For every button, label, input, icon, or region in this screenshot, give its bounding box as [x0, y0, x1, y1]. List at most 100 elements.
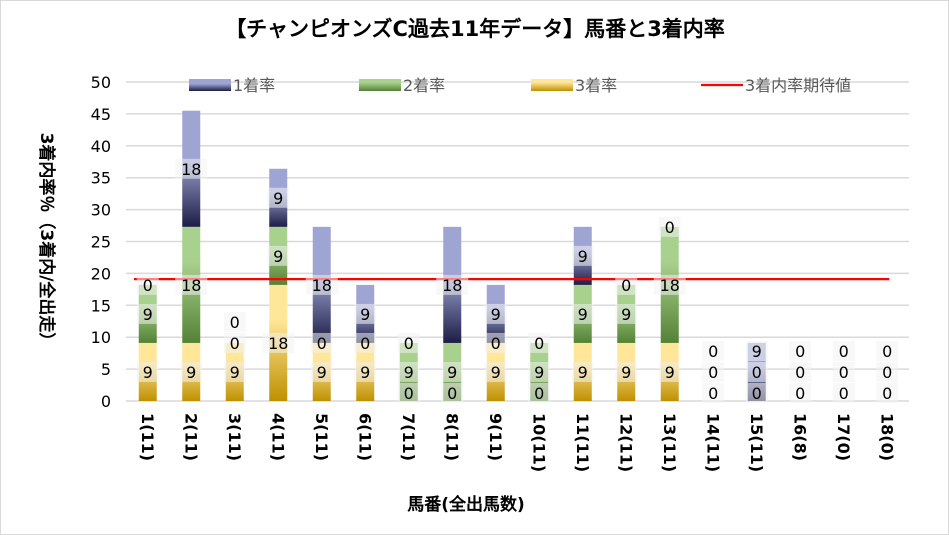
data-label-bg: [615, 303, 638, 324]
data-label: 9: [273, 247, 283, 266]
x-tick-label: 8(11): [442, 413, 461, 461]
data-label: 9: [491, 305, 501, 324]
data-label: 18: [268, 334, 288, 353]
data-label-bg: [789, 383, 812, 403]
legend-label: 1着率: [233, 76, 275, 95]
data-label: 0: [447, 384, 457, 403]
data-label-bg: [658, 361, 681, 382]
data-label: 9: [752, 342, 762, 361]
data-label: 0: [708, 384, 718, 403]
x-tick-label: 1(11): [138, 413, 157, 461]
data-label-bg: [223, 332, 246, 353]
x-tick-label: 9(11): [486, 413, 505, 461]
y-tick-label: 35: [91, 169, 111, 188]
data-label: 9: [317, 363, 327, 382]
data-label: 0: [143, 276, 153, 295]
data-label-bg: [702, 341, 725, 361]
data-label-bg: [223, 361, 246, 382]
data-label-bg: [615, 274, 638, 295]
data-label: 0: [839, 384, 849, 403]
data-label: 0: [317, 334, 327, 353]
data-label: 0: [795, 384, 805, 403]
data-label: 9: [447, 363, 457, 382]
data-label: 9: [143, 363, 153, 382]
x-tick-label: 17(0): [834, 413, 853, 461]
data-label-bg: [397, 361, 420, 382]
data-label: 0: [839, 342, 849, 361]
data-label-bg: [615, 361, 638, 382]
data-label-bg: [397, 332, 420, 353]
data-label-bg: [876, 362, 899, 382]
x-tick-label: 14(11): [703, 413, 722, 472]
data-label: 0: [752, 384, 762, 403]
data-label: 0: [882, 363, 892, 382]
data-label: 0: [404, 334, 414, 353]
x-tick-label: 12(11): [616, 413, 635, 472]
data-label-bg: [310, 361, 333, 382]
data-label-bg: [832, 362, 855, 382]
data-label-bg: [528, 332, 551, 353]
data-label-bg: [262, 332, 295, 353]
data-label-bg: [745, 383, 768, 403]
data-label: 0: [404, 384, 414, 403]
data-label-bg: [310, 332, 333, 353]
data-label: 0: [708, 363, 718, 382]
data-label-bg: [571, 361, 594, 382]
data-label-bg: [702, 383, 725, 403]
data-label: 0: [534, 384, 544, 403]
legend-swatch: [359, 79, 401, 91]
legend-swatch: [531, 79, 573, 91]
data-label: 0: [795, 342, 805, 361]
y-tick-label: 50: [91, 73, 111, 92]
x-tick-label: 16(8): [790, 413, 809, 461]
data-label: 0: [621, 276, 631, 295]
data-label: 0: [491, 334, 501, 353]
data-label-bg: [745, 362, 768, 382]
data-label: 0: [795, 363, 805, 382]
data-label-bg: [484, 361, 507, 382]
data-label-bg: [175, 158, 208, 179]
data-label: 9: [578, 247, 588, 266]
x-tick-label: 7(11): [399, 413, 418, 461]
x-tick-label: 4(11): [268, 413, 287, 461]
data-label-bg: [702, 362, 725, 382]
data-label: 0: [534, 334, 544, 353]
y-tick-label: 25: [91, 233, 111, 252]
y-tick-label: 30: [91, 201, 111, 220]
data-label: 0: [839, 363, 849, 382]
data-label: 0: [360, 334, 370, 353]
x-tick-label: 11(11): [573, 413, 592, 472]
data-label-bg: [397, 383, 420, 403]
data-label-bg: [267, 245, 290, 266]
y-axis-title: 3着内率％（3着内/全出走）: [36, 133, 57, 350]
data-label: 0: [230, 334, 240, 353]
data-label-bg: [653, 274, 686, 295]
data-label: 0: [708, 342, 718, 361]
data-label: 0: [882, 384, 892, 403]
data-label-bg: [832, 383, 855, 403]
data-label-bg: [441, 361, 464, 382]
data-label-bg: [175, 274, 208, 295]
data-label-bg: [484, 303, 507, 324]
y-tick-label: 40: [91, 137, 111, 156]
y-tick-label: 20: [91, 264, 111, 283]
y-tick-label: 45: [91, 105, 111, 124]
y-tick-label: 5: [101, 360, 111, 379]
data-label-bg: [789, 341, 812, 361]
data-label-bg: [745, 341, 768, 361]
data-label-bg: [876, 383, 899, 403]
data-label-bg: [441, 383, 464, 403]
legend-label: 3着内率期待値: [745, 76, 851, 95]
data-label: 0: [230, 313, 240, 332]
x-tick-label: 3(11): [225, 413, 244, 461]
data-label: 18: [442, 276, 462, 295]
legend-label: 3着率: [575, 76, 617, 95]
x-tick-label: 5(11): [312, 413, 331, 461]
data-label: 9: [143, 305, 153, 324]
data-label: 9: [404, 363, 414, 382]
data-label-bg: [876, 341, 899, 361]
data-label: 18: [312, 276, 332, 295]
data-label: 9: [273, 189, 283, 208]
